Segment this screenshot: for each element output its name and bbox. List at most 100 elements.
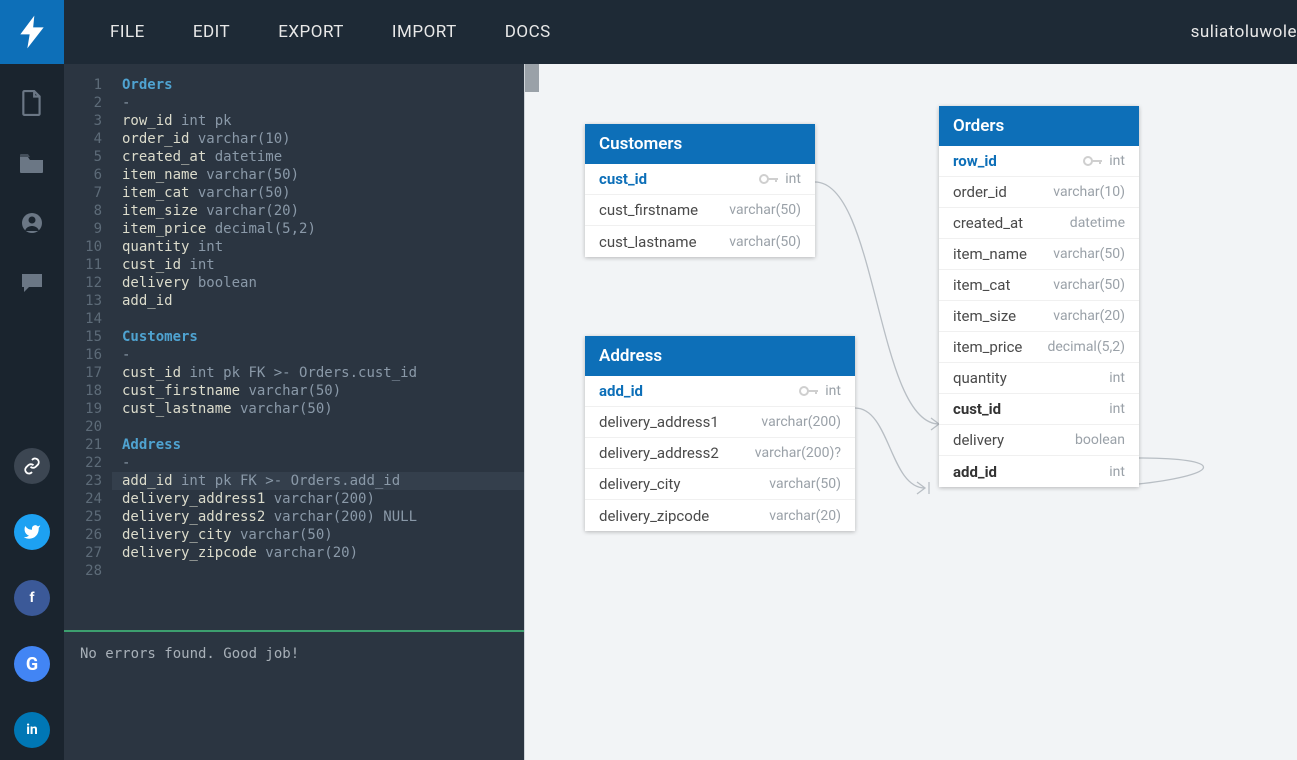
table-column[interactable]: cust_id int xyxy=(585,164,815,195)
table-column[interactable]: cust_lastnamevarchar(50) xyxy=(585,226,815,257)
user-name[interactable]: suliatoluwole xyxy=(1191,22,1297,42)
menu-file[interactable]: FILE xyxy=(110,22,145,42)
column-type: datetime xyxy=(1070,215,1125,231)
code-line[interactable]: delivery_city varchar(50) xyxy=(112,526,524,544)
column-type: int xyxy=(1109,464,1125,480)
main-area: FILE EDIT EXPORT IMPORT DOCS suliatoluwo… xyxy=(64,0,1297,760)
table-column[interactable]: delivery_address2varchar(200)? xyxy=(585,438,855,469)
table-column[interactable]: item_catvarchar(50) xyxy=(939,270,1139,301)
diagram-canvas[interactable]: Customerscust_idintcust_firstnamevarchar… xyxy=(524,64,1297,760)
table-column[interactable]: order_idvarchar(10) xyxy=(939,177,1139,208)
code-line[interactable]: item_price decimal(5,2) xyxy=(112,220,524,238)
table-column[interactable]: cust_firstnamevarchar(50) xyxy=(585,195,815,226)
column-type: int xyxy=(785,171,801,187)
share-linkedin-button[interactable]: in xyxy=(14,712,50,748)
column-name: order_id xyxy=(953,183,1053,201)
code-line[interactable]: delivery_zipcode varchar(20) xyxy=(112,544,524,562)
code-line[interactable]: cust_id int xyxy=(112,256,524,274)
table-column[interactable]: created_atdatetime xyxy=(939,208,1139,239)
key-icon xyxy=(759,173,779,185)
code-line[interactable]: order_id varchar(10) xyxy=(112,130,524,148)
code-line[interactable]: delivery_address1 varchar(200) xyxy=(112,490,524,508)
table-column[interactable]: add_idint xyxy=(585,376,855,407)
code-line[interactable]: item_cat varchar(50) xyxy=(112,184,524,202)
table-column[interactable]: row_idint xyxy=(939,146,1139,177)
share-link-button[interactable] xyxy=(14,448,50,484)
comment-icon[interactable] xyxy=(0,262,64,304)
column-name: item_price xyxy=(953,338,1047,356)
table-header[interactable]: Address xyxy=(585,336,855,376)
menu-export[interactable]: EXPORT xyxy=(278,22,344,42)
code-line[interactable]: cust_lastname varchar(50) xyxy=(112,400,524,418)
table-header[interactable]: Customers xyxy=(585,124,815,164)
table-address[interactable]: Addressadd_idintdelivery_address1varchar… xyxy=(585,336,855,531)
code-line[interactable]: - xyxy=(112,94,524,112)
table-column[interactable]: delivery_cityvarchar(50) xyxy=(585,469,855,500)
scroll-indicator xyxy=(525,64,539,92)
code-line[interactable]: item_name varchar(50) xyxy=(112,166,524,184)
status-bar: No errors found. Good job! xyxy=(64,630,524,760)
table-column[interactable]: delivery_address1varchar(200) xyxy=(585,407,855,438)
table-column[interactable]: add_idint xyxy=(939,456,1139,487)
column-type: decimal(5,2) xyxy=(1047,339,1125,355)
table-orders[interactable]: Ordersrow_idintorder_idvarchar(10)create… xyxy=(939,106,1139,487)
code-line[interactable]: Customers xyxy=(112,328,524,346)
column-name: delivery_city xyxy=(599,475,769,493)
code-line[interactable]: - xyxy=(112,454,524,472)
code-line[interactable]: Address xyxy=(112,436,524,454)
column-name: delivery xyxy=(953,431,1075,449)
share-facebook-button[interactable]: f xyxy=(14,580,50,616)
column-name: cust_id xyxy=(953,400,1109,418)
column-name: delivery_zipcode xyxy=(599,507,769,525)
column-name: created_at xyxy=(953,214,1070,232)
code-line[interactable]: delivery boolean xyxy=(112,274,524,292)
code-line[interactable] xyxy=(112,310,524,328)
menu-docs[interactable]: DOCS xyxy=(505,22,551,42)
code-line[interactable]: - xyxy=(112,346,524,364)
code-line[interactable] xyxy=(112,418,524,436)
code-line[interactable]: row_id int pk xyxy=(112,112,524,130)
table-column[interactable]: deliveryboolean xyxy=(939,425,1139,456)
column-name: quantity xyxy=(953,369,1109,387)
code-panel: 1234567891011121314151617181920212223242… xyxy=(64,64,524,760)
table-column[interactable]: delivery_zipcodevarchar(20) xyxy=(585,500,855,531)
folder-icon[interactable] xyxy=(0,142,64,184)
code-line[interactable]: add_id xyxy=(112,292,524,310)
table-column[interactable]: item_pricedecimal(5,2) xyxy=(939,332,1139,363)
table-column[interactable]: cust_idint xyxy=(939,394,1139,425)
column-type: varchar(10) xyxy=(1053,184,1125,200)
code-editor[interactable]: 1234567891011121314151617181920212223242… xyxy=(64,64,524,630)
code-line[interactable]: created_at datetime xyxy=(112,148,524,166)
share-twitter-button[interactable] xyxy=(14,514,50,550)
menu-edit[interactable]: EDIT xyxy=(193,22,230,42)
code-line[interactable] xyxy=(112,562,524,580)
column-type: varchar(50) xyxy=(1053,246,1125,262)
column-type: varchar(50) xyxy=(729,234,801,250)
table-column[interactable]: item_sizevarchar(20) xyxy=(939,301,1139,332)
column-type: varchar(200) xyxy=(761,414,841,430)
code-line[interactable]: quantity int xyxy=(112,238,524,256)
share-google-button[interactable]: G xyxy=(14,646,50,682)
code-source[interactable]: Orders-row_id int pkorder_id varchar(10)… xyxy=(112,76,524,630)
column-type: varchar(50) xyxy=(729,202,801,218)
menu-import[interactable]: IMPORT xyxy=(392,22,457,42)
table-column[interactable]: quantityint xyxy=(939,363,1139,394)
code-line[interactable]: cust_firstname varchar(50) xyxy=(112,382,524,400)
column-type: varchar(20) xyxy=(769,508,841,524)
table-header[interactable]: Orders xyxy=(939,106,1139,146)
app-logo[interactable] xyxy=(0,0,64,64)
left-rail: f G in xyxy=(0,0,64,760)
user-icon[interactable] xyxy=(0,202,64,244)
document-icon[interactable] xyxy=(0,82,64,124)
table-customers[interactable]: Customers cust_id int cust_firstnamevarchar… xyxy=(585,124,815,257)
column-name: cust_id xyxy=(599,170,759,188)
column-type: boolean xyxy=(1075,432,1125,448)
code-line[interactable]: add_id int pk FK >- Orders.add_id xyxy=(112,472,524,490)
table-column[interactable]: item_namevarchar(50) xyxy=(939,239,1139,270)
code-line[interactable]: item_size varchar(20) xyxy=(112,202,524,220)
column-name: item_cat xyxy=(953,276,1053,294)
code-line[interactable]: delivery_address2 varchar(200) NULL xyxy=(112,508,524,526)
column-type: varchar(50) xyxy=(769,476,841,492)
code-line[interactable]: cust_id int pk FK >- Orders.cust_id xyxy=(112,364,524,382)
code-line[interactable]: Orders xyxy=(112,76,524,94)
